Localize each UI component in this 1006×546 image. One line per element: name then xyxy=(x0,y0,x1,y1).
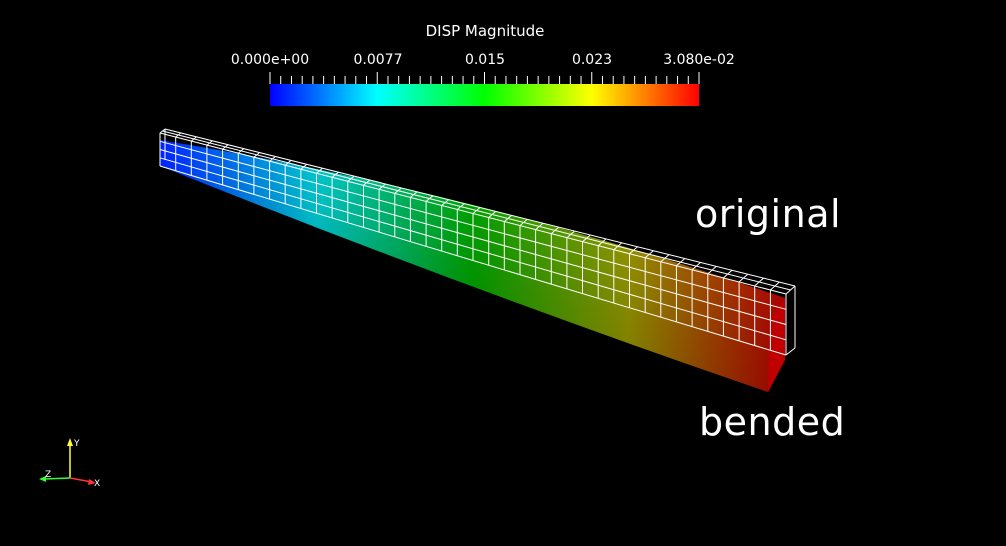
wireframe-edge xyxy=(785,285,796,295)
wireframe-edge xyxy=(253,152,260,158)
wireframe-edge xyxy=(503,215,512,222)
orientation-axes: Y X Z xyxy=(39,438,100,489)
wireframe-edge xyxy=(550,226,560,234)
wireframe-edge xyxy=(331,171,339,178)
z-axis-icon xyxy=(43,477,71,480)
wireframe-edge xyxy=(441,199,449,206)
wireframe-edge xyxy=(316,167,323,174)
wireframe-edge xyxy=(347,175,355,182)
colorbar-ticks xyxy=(269,72,700,84)
colorbar-tick-label: 0.0077 xyxy=(353,52,403,68)
colorbar-tick-label: 0.023 xyxy=(571,52,613,68)
colorbar-title: DISP Magnitude xyxy=(425,22,545,40)
wireframe-edge xyxy=(206,140,213,146)
wireframe-edge xyxy=(676,258,686,267)
wireframe-edge xyxy=(488,211,497,218)
wireframe-edge xyxy=(613,242,623,251)
wireframe-edge xyxy=(629,246,638,255)
colorbar-tick-label: 3.080e-02 xyxy=(663,52,735,68)
wireframe-edge xyxy=(660,254,670,263)
wireframe-edge xyxy=(472,207,481,214)
wireframe-edge xyxy=(378,183,386,190)
axis-label-x: X xyxy=(94,479,100,489)
bended-label: bended xyxy=(699,400,846,444)
axis-label-y: Y xyxy=(73,439,80,449)
wireframe-edge xyxy=(410,191,418,198)
wireframe-edge xyxy=(300,163,308,170)
wireframe-edge xyxy=(597,238,607,247)
wireframe-edge xyxy=(519,218,528,226)
wireframe-edge xyxy=(269,156,276,162)
wireframe-edge xyxy=(785,347,796,356)
wireframe-edge xyxy=(190,136,197,142)
wireframe-edge xyxy=(723,269,733,279)
wireframe-edge xyxy=(159,128,166,134)
wireframe-edge xyxy=(222,144,229,150)
axis-label-z: Z xyxy=(45,470,51,480)
wireframe-edge xyxy=(582,234,591,243)
wireframe-edge xyxy=(644,250,654,259)
x-axis-icon xyxy=(69,477,93,483)
wireframe-edge xyxy=(535,222,544,230)
wireframe-edge xyxy=(363,179,371,186)
wireframe-edge xyxy=(566,230,575,239)
wireframe-edge xyxy=(456,203,465,210)
wireframe-edge xyxy=(237,148,245,154)
wireframe-edge xyxy=(707,266,717,275)
wireframe-edge xyxy=(394,187,402,194)
original-label: original xyxy=(695,192,842,236)
colorbar-tick-label: 0.015 xyxy=(464,52,506,68)
wireframe-edge xyxy=(770,281,780,291)
wireframe-edge xyxy=(175,132,182,138)
wireframe-edge xyxy=(738,273,749,283)
colorbar-tick-label: 0.000e+00 xyxy=(230,52,310,68)
colorbar xyxy=(270,84,699,106)
wireframe-edge xyxy=(754,277,764,287)
original-wireframe xyxy=(159,128,796,356)
wireframe-edge xyxy=(425,195,434,202)
wireframe-edge xyxy=(691,262,701,271)
wireframe-edge xyxy=(284,160,292,166)
